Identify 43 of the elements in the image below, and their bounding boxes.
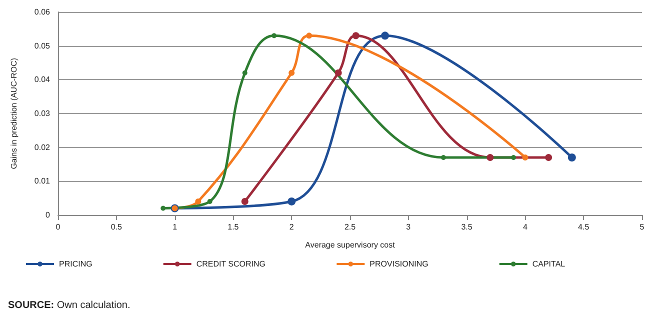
point (568, 153, 576, 162)
point (486, 154, 494, 161)
point (242, 70, 248, 76)
source-note: SOURCE: Own calculation. (8, 300, 130, 311)
point (195, 198, 202, 204)
x-axis-title: Average supervisory cost (305, 240, 396, 250)
point (288, 70, 295, 76)
point (334, 69, 342, 76)
x-tick-label: 3.5 (461, 222, 473, 232)
legend-label: CAPITAL (532, 260, 566, 268)
x-tick-label: 5 (640, 222, 645, 232)
point (272, 33, 277, 38)
point (522, 154, 528, 160)
point (306, 32, 312, 39)
x-tick-label: 1 (172, 222, 178, 232)
point (241, 198, 248, 205)
x-tick-label: 3 (406, 222, 412, 232)
point (160, 206, 166, 211)
legend-label: CREDIT SCORING (196, 260, 266, 268)
legend-label: PRICING (59, 260, 92, 268)
point (381, 32, 390, 40)
point (440, 154, 446, 160)
x-tick-label: 2.5 (344, 222, 356, 232)
x-tick-label: 2 (289, 222, 294, 232)
y-axis-title: Gains in prediction (AUC-ROC) (10, 58, 18, 170)
x-tick-label: 0.5 (110, 222, 123, 232)
y-tick-label: 0.04 (34, 75, 51, 84)
x-tick-label: 4 (522, 222, 528, 232)
point (288, 197, 296, 206)
y-tick-label: 0.06 (34, 8, 51, 16)
point (511, 154, 516, 160)
y-tick-label: 0.03 (34, 109, 51, 118)
y-tick-label: 0 (46, 210, 51, 220)
x-tick-label: 4.5 (578, 222, 590, 232)
point (545, 154, 552, 161)
y-tick-label: 0.02 (34, 142, 51, 152)
y-tick-label: 0.05 (34, 41, 51, 50)
x-tick-label: 1.5 (228, 222, 240, 232)
point (207, 198, 212, 204)
legend-label: PROVISIONING (370, 260, 428, 268)
point (352, 32, 360, 40)
y-tick-label: 0.01 (34, 176, 51, 186)
x-tick-label: 0 (56, 222, 61, 232)
